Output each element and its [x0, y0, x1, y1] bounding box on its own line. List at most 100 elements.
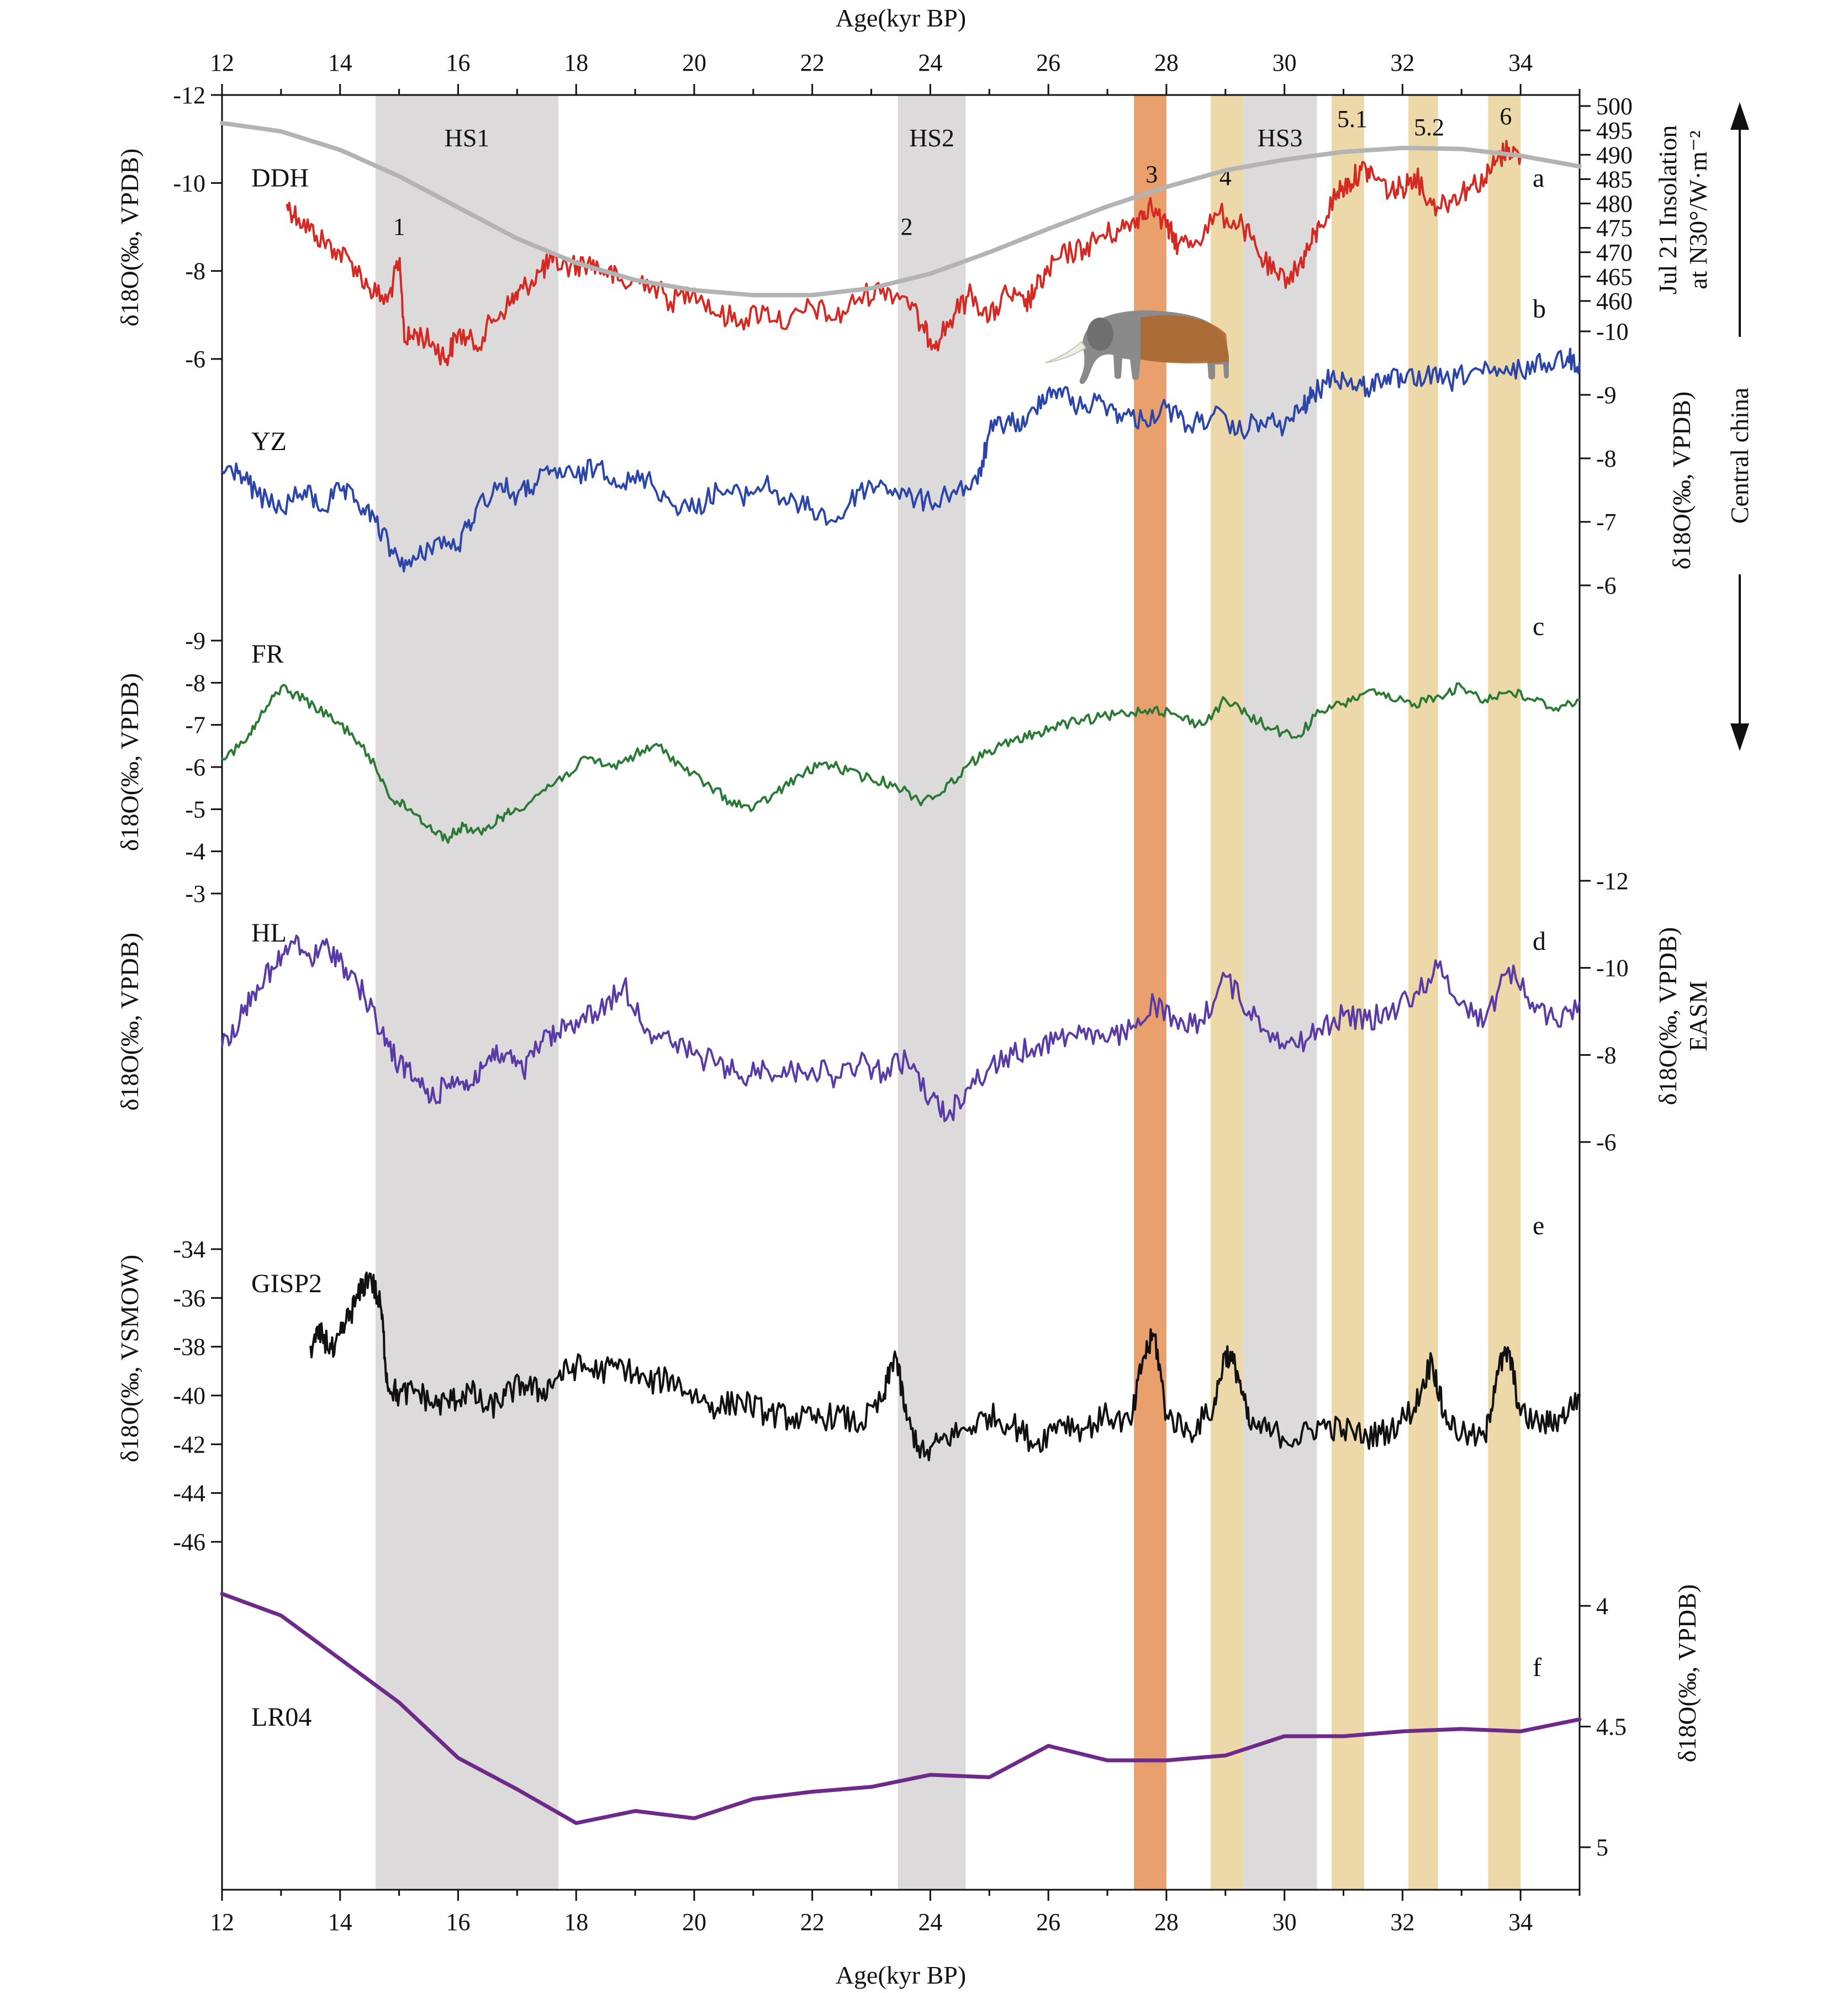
y-title-gisp2: δ18O(‰, VSMOW) — [115, 1255, 144, 1462]
x-tick-label-bottom: 32 — [1390, 1909, 1414, 1936]
x-tick-label-top: 26 — [1036, 49, 1060, 76]
y-tick-label: -3 — [185, 880, 205, 907]
y-tick-label: 465 — [1596, 263, 1633, 290]
central-china-label: Central china — [1725, 388, 1754, 524]
y-tick-label: -6 — [185, 754, 205, 781]
series-line-gisp2 — [309, 1271, 1581, 1461]
series-label-fr: FR — [251, 639, 284, 669]
y-title-fr: δ18O(‰, VPDB) — [115, 673, 144, 851]
band-label: HS1 — [445, 124, 490, 152]
shaded-band — [375, 95, 559, 1890]
series-label-lr04: LR04 — [251, 1703, 311, 1732]
x-tick-label-top: 16 — [446, 49, 470, 76]
y-tick-label: -40 — [173, 1382, 205, 1409]
y-tick-label: 490 — [1596, 141, 1633, 168]
y-title-insolation-2: at N30°/W·m⁻² — [1684, 130, 1712, 289]
x-tick-label-top: 32 — [1390, 49, 1414, 76]
y-tick-label: 5 — [1596, 1834, 1608, 1861]
x-tick-label-top: 20 — [682, 49, 706, 76]
y-tick-label: -9 — [185, 627, 205, 654]
x-axis-bottom: 12 14 16 18 20 22 24 26 28 30 32 34 — [210, 1890, 1581, 1936]
x-tick-label-bottom: 34 — [1508, 1909, 1533, 1936]
x-tick-label-bottom: 22 — [800, 1909, 825, 1936]
shaded-band — [1488, 95, 1521, 1890]
y-tick-label: -10 — [173, 170, 205, 197]
x-tick-label-bottom: 14 — [328, 1909, 352, 1936]
series-line-lr04 — [220, 1592, 1582, 1825]
y-tick-label: 485 — [1596, 166, 1633, 193]
x-tick-label-top: 12 — [210, 49, 234, 76]
event-label: 3 — [1145, 161, 1158, 188]
y-title-hl: δ18O(‰, VPDB) — [115, 933, 144, 1111]
central-china-arrow — [1724, 102, 1755, 751]
band-label: HS3 — [1258, 124, 1303, 152]
x-tick-label-bottom: 20 — [682, 1909, 706, 1936]
event-label: 5.1 — [1337, 105, 1367, 133]
y-tick-label: -7 — [1596, 509, 1617, 536]
event-labels: 1 23 45.1 5.2 6 — [393, 103, 1512, 240]
y-tick-label: -42 — [173, 1431, 205, 1458]
y-title-yz: δ18O(‰, VPDB) — [1667, 392, 1696, 569]
y-tick-label: -6 — [1596, 1129, 1617, 1156]
x-tick-label-top: 28 — [1154, 49, 1179, 76]
y-tick-label: 460 — [1596, 288, 1633, 315]
y-title-ddh: δ18O(‰, VPDB) — [115, 149, 144, 326]
panel-letter-b: b — [1533, 294, 1546, 324]
series-label-yz: YZ — [251, 427, 287, 456]
y-tick-label: 4 — [1596, 1593, 1608, 1620]
panel-letter-e: e — [1533, 1211, 1544, 1240]
y-tick-label: -12 — [173, 82, 205, 109]
y-tick-label: -44 — [173, 1480, 205, 1507]
y-tick-label: -8 — [185, 258, 205, 285]
y-tick-label: -8 — [1596, 445, 1617, 472]
x-tick-label-bottom: 16 — [446, 1909, 470, 1936]
x-axis-top: 12 14 16 18 20 22 24 26 28 30 32 34 — [210, 49, 1581, 95]
y-tick-label: -6 — [1596, 572, 1617, 599]
y-tick-label: 4.5 — [1596, 1714, 1627, 1741]
y-tick-label: -7 — [185, 712, 205, 739]
series-label-gisp2: GISP2 — [251, 1269, 322, 1298]
y-tick-label: -36 — [173, 1284, 205, 1312]
y-tick-label: -8 — [1596, 1042, 1617, 1069]
x-tick-label-top: 24 — [918, 49, 942, 76]
series-label-ddh: DDH — [251, 163, 309, 193]
y-tick-label: 495 — [1596, 117, 1633, 144]
x-tick-label-top: 30 — [1273, 49, 1297, 76]
y-tick-label: -5 — [185, 796, 205, 823]
y-tick-label: -10 — [1596, 318, 1629, 345]
shaded-band — [1332, 95, 1364, 1890]
series-line-fr — [221, 682, 1581, 844]
x-tick-label-top: 22 — [800, 49, 825, 76]
y-tick-label: -4 — [185, 838, 205, 865]
y-tick-label: -9 — [1596, 382, 1617, 409]
x-tick-label-top: 14 — [328, 49, 352, 76]
shaded-band — [1134, 95, 1166, 1890]
shaded-band — [1243, 95, 1317, 1890]
panel-letter-d: d — [1533, 927, 1546, 956]
series-line-ddh — [286, 140, 1522, 367]
x-tick-label-bottom: 28 — [1154, 1909, 1179, 1936]
y-tick-label: 475 — [1596, 215, 1633, 242]
x-tick-label-top: 34 — [1508, 49, 1533, 76]
series-line-hl — [221, 934, 1581, 1123]
y-title-lr04: δ18O(‰, VPDB) — [1673, 1584, 1701, 1762]
y-tick-label: 500 — [1596, 93, 1633, 120]
series-label-hl: HL — [251, 918, 287, 948]
y-title-hl-right-1: δ18O(‰, VPDB) — [1654, 927, 1682, 1105]
y-tick-label: -6 — [185, 346, 205, 373]
event-label: 1 — [393, 213, 405, 240]
panel-letter-c: c — [1533, 612, 1544, 641]
series-line-jul — [220, 120, 1582, 298]
x-axis-title-bottom: Age(kyr BP) — [836, 1961, 966, 1989]
x-axis-title-top: Age(kyr BP) — [836, 4, 966, 32]
y-tick-label: -34 — [173, 1236, 205, 1263]
y-title-hl-right-2: EASM — [1684, 981, 1712, 1051]
y-tick-label: 480 — [1596, 191, 1633, 218]
x-tick-label-bottom: 12 — [210, 1909, 234, 1936]
event-label: 2 — [901, 213, 913, 240]
x-tick-label-bottom: 24 — [918, 1909, 942, 1936]
y-tick-label: 470 — [1596, 239, 1633, 266]
x-tick-label-bottom: 18 — [564, 1909, 588, 1936]
